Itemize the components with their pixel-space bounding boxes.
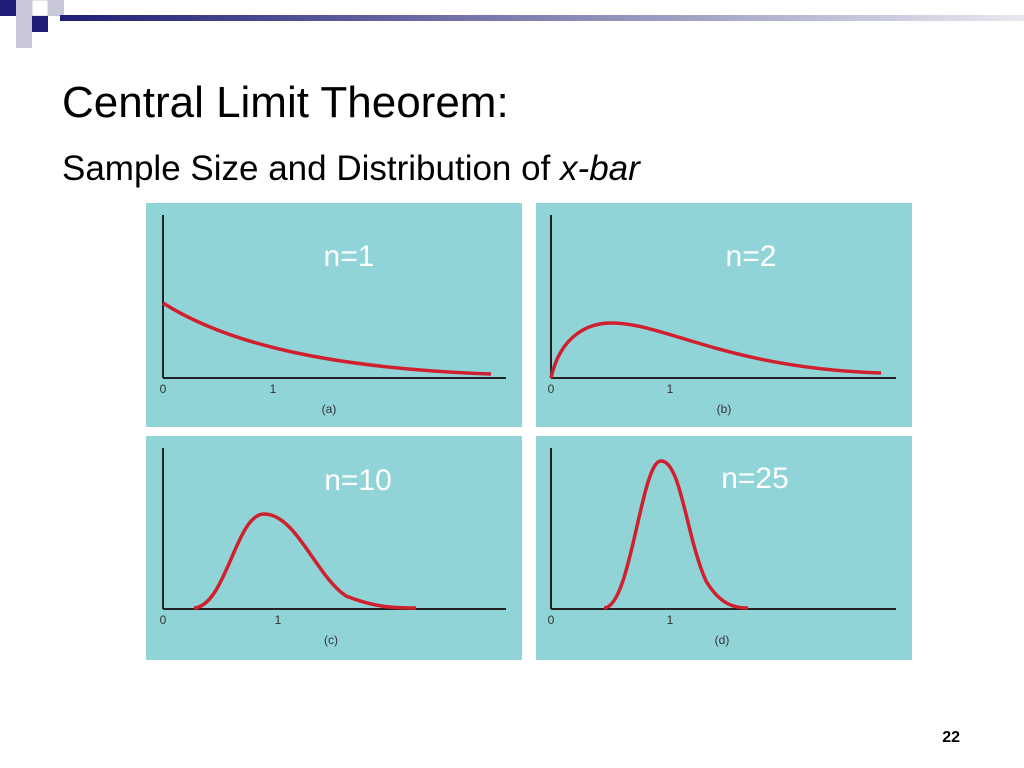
distribution-curve: [162, 301, 492, 376]
panel-background: [536, 203, 912, 427]
panel-background: [536, 436, 912, 660]
distribution-curve: [603, 459, 749, 610]
tick-label: 1: [270, 382, 277, 396]
subtitle: Sample Size and Distribution of x-bar: [62, 149, 641, 188]
tick-label: 0: [548, 613, 555, 627]
tick-label: 0: [160, 613, 167, 627]
distribution-curve: [193, 512, 417, 610]
sample-size-label: n=25: [721, 462, 789, 495]
panel-background: [146, 436, 522, 660]
distribution-curve: [549, 321, 882, 379]
tick-label: 1: [667, 382, 674, 396]
panel: 0 1 (b) n=2: [536, 203, 912, 427]
sample-size-label: n=2: [726, 240, 777, 273]
subtitle-text: Sample Size and Distribution of: [62, 149, 560, 188]
tick-label: 0: [160, 382, 167, 396]
subtitle-italic: x-bar: [558, 149, 641, 188]
panel-caption: (a): [322, 402, 337, 416]
page-number: 22: [942, 729, 960, 746]
panel-caption: (b): [717, 402, 732, 416]
tick-label: 1: [275, 613, 282, 627]
tick-label: 0: [548, 382, 555, 396]
panels: 0 1(a)n=10 1(b)n=20 1(c)n=100 1(d)n=25: [146, 203, 912, 660]
panel: 0 1 (d) n=25: [536, 436, 912, 660]
corner-decoration: [0, 0, 1024, 48]
panel-caption: (c): [324, 633, 338, 647]
title: Central Limit Theorem:: [62, 78, 509, 127]
panel: 0 1 (a) n=1: [146, 203, 522, 427]
panel-background: [146, 203, 522, 427]
panel-caption: (d): [715, 633, 730, 647]
sample-size-label: n=1: [324, 240, 375, 273]
tick-label: 1: [667, 613, 674, 627]
sample-size-label: n=10: [324, 464, 392, 497]
panel: 0 1 (c) n=10: [146, 436, 522, 660]
